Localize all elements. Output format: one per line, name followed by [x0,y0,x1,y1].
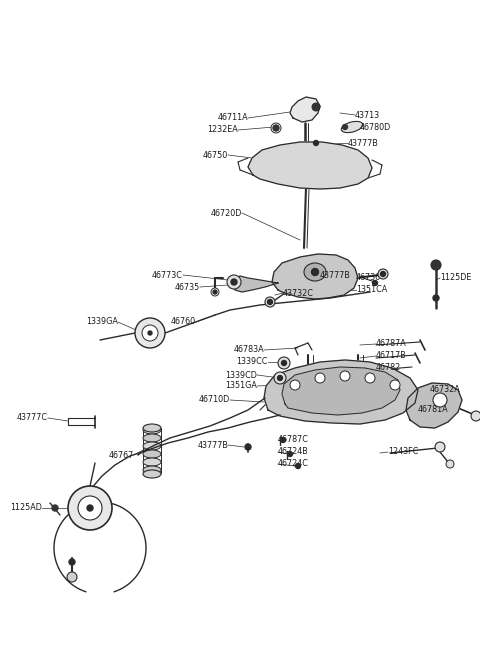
Polygon shape [232,276,278,292]
Ellipse shape [143,424,161,432]
Circle shape [340,371,350,381]
Ellipse shape [143,458,161,466]
Text: 43713: 43713 [355,111,380,119]
Text: 1339CC: 1339CC [237,358,268,367]
Circle shape [267,299,273,305]
Circle shape [52,505,58,511]
Polygon shape [248,142,372,189]
Text: 46773C: 46773C [152,271,183,280]
Circle shape [343,124,348,130]
Text: 46787C: 46787C [278,436,309,445]
Polygon shape [290,97,320,122]
Circle shape [435,442,445,452]
Text: 46760: 46760 [171,318,196,326]
Text: 46711A: 46711A [217,113,248,122]
Text: 46787A: 46787A [376,339,407,348]
Ellipse shape [341,121,363,132]
Circle shape [281,360,287,365]
Circle shape [312,103,320,111]
Circle shape [315,373,325,383]
Ellipse shape [143,470,161,478]
Text: 1351GA: 1351GA [225,381,257,390]
Circle shape [211,288,219,296]
Text: 43777B: 43777B [320,271,351,280]
Circle shape [271,123,281,133]
Circle shape [148,331,152,335]
Circle shape [431,260,441,270]
Text: 1351CA: 1351CA [356,286,387,295]
Circle shape [227,275,241,289]
Circle shape [273,125,279,131]
Polygon shape [282,367,400,415]
Ellipse shape [143,466,161,474]
Circle shape [290,380,300,390]
Circle shape [231,279,237,285]
Circle shape [274,372,286,384]
Text: 43777C: 43777C [17,413,48,422]
Text: 1339GA: 1339GA [86,318,118,326]
Circle shape [142,325,158,341]
Circle shape [296,464,300,468]
Text: 1125AD: 1125AD [10,504,42,512]
Circle shape [78,496,102,520]
Circle shape [433,295,439,301]
Text: 46767: 46767 [109,451,134,460]
Text: 46735: 46735 [175,282,200,291]
Circle shape [313,141,319,145]
Text: 43777B: 43777B [197,441,228,449]
Polygon shape [264,360,418,424]
Circle shape [265,297,275,307]
Text: 46750: 46750 [203,151,228,160]
Ellipse shape [143,442,161,450]
Circle shape [278,357,290,369]
Ellipse shape [143,450,161,458]
Text: 46720D: 46720D [211,208,242,217]
Text: 46783A: 46783A [233,345,264,354]
Text: 1232EA: 1232EA [207,126,238,134]
Text: 43777B: 43777B [348,138,379,147]
Circle shape [135,318,165,348]
Text: 43732C: 43732C [283,288,314,297]
Circle shape [245,444,251,450]
Circle shape [471,411,480,421]
Text: 46724B: 46724B [278,447,309,457]
Polygon shape [272,254,358,299]
Circle shape [68,486,112,530]
Circle shape [433,393,447,407]
Circle shape [365,373,375,383]
Circle shape [277,375,283,381]
Text: 1125DE: 1125DE [440,274,471,282]
Ellipse shape [143,426,161,434]
Text: 46736: 46736 [356,274,381,282]
Circle shape [372,280,377,286]
Text: 46710D: 46710D [199,396,230,405]
Circle shape [378,269,388,279]
Text: 1243FC: 1243FC [388,447,418,457]
Circle shape [446,460,454,468]
Ellipse shape [143,434,161,442]
Circle shape [87,505,93,511]
Circle shape [280,438,286,443]
Text: 46724C: 46724C [278,460,309,468]
Text: 46717B: 46717B [376,352,407,360]
Polygon shape [406,383,462,428]
Circle shape [67,572,77,582]
Circle shape [312,269,319,276]
Circle shape [213,290,217,294]
Text: 1339CD: 1339CD [225,371,257,379]
Circle shape [288,451,292,457]
Ellipse shape [304,263,326,281]
Text: 46781A: 46781A [418,405,449,415]
Circle shape [390,380,400,390]
Circle shape [381,272,385,276]
Text: 46732A: 46732A [430,386,461,394]
Text: 46780D: 46780D [360,124,391,132]
Text: 46782: 46782 [376,362,401,371]
Circle shape [69,559,75,565]
